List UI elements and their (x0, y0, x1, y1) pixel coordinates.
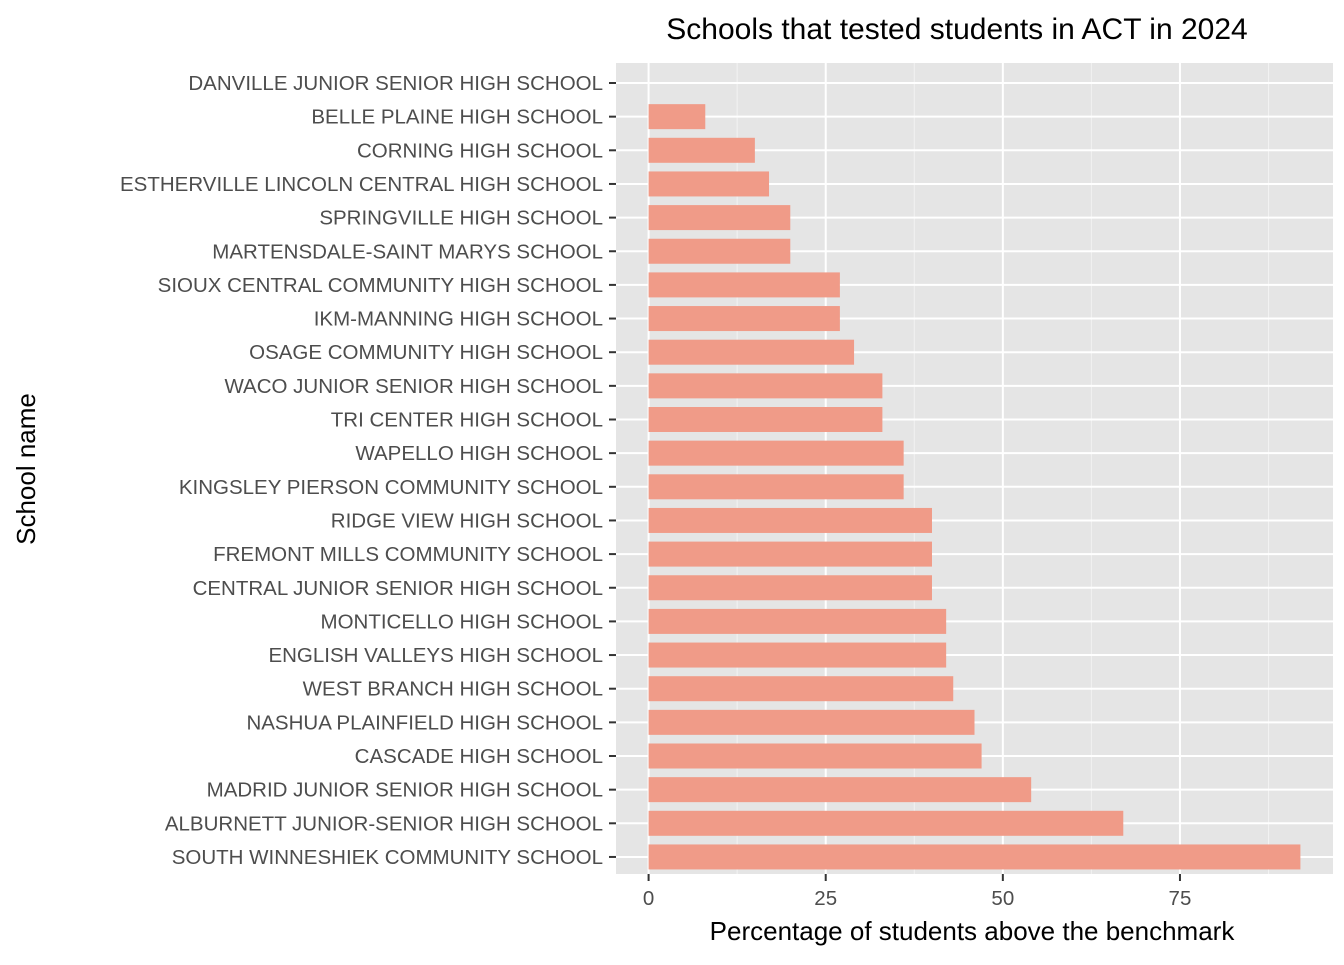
y-tick-label: MONTICELLO HIGH SCHOOL (321, 610, 604, 633)
x-tick-label: 75 (1169, 887, 1192, 910)
y-tick-label: SOUTH WINNESHIEK COMMUNITY SCHOOL (172, 846, 603, 869)
x-tick-label: 50 (991, 887, 1014, 910)
x-tick-label: 0 (643, 887, 654, 910)
x-axis-title: Percentage of students above the benchma… (710, 916, 1236, 946)
y-tick-label: SPRINGVILLE HIGH SCHOOL (319, 207, 603, 230)
bar (648, 608, 947, 634)
y-tick-label: CASCADE HIGH SCHOOL (355, 745, 603, 768)
grid-layer (616, 63, 1333, 874)
bar (648, 541, 932, 567)
y-tick-label: ENGLISH VALLEYS HIGH SCHOOL (268, 644, 603, 667)
y-tick-label: MADRID JUNIOR SENIOR HIGH SCHOOL (207, 779, 603, 802)
bar (648, 407, 883, 432)
y-tick-label: OSAGE COMMUNITY HIGH SCHOOL (249, 341, 603, 364)
y-tick-label: NASHUA PLAINFIELD HIGH SCHOOL (246, 711, 603, 734)
y-tick-label: MARTENSDALE-SAINT MARYS SCHOOL (212, 240, 603, 263)
bar (648, 810, 1124, 836)
y-tick-label: SIOUX CENTRAL COMMUNITY HIGH SCHOOL (158, 274, 603, 297)
bar (648, 373, 883, 399)
bar (648, 709, 975, 735)
y-tick-label: TRI CENTER HIGH SCHOOL (331, 409, 603, 432)
bar (648, 642, 947, 668)
y-tick-label: BELLE PLAINE HIGH SCHOOL (311, 106, 603, 129)
y-tick-label: WAPELLO HIGH SCHOOL (355, 442, 603, 465)
bar (648, 339, 855, 365)
bar (648, 440, 904, 466)
x-tick-label: 25 (814, 887, 837, 910)
bar (648, 777, 1032, 803)
y-tick-label: DANVILLE JUNIOR SENIOR HIGH SCHOOL (188, 72, 603, 95)
bar (648, 474, 904, 500)
y-axis-title: School name (11, 393, 41, 545)
bar (648, 575, 932, 601)
plot-panel (616, 63, 1333, 874)
y-tick-label: ESTHERVILLE LINCOLN CENTRAL HIGH SCHOOL (120, 173, 603, 196)
bar (648, 238, 791, 264)
y-tick-label: RIDGE VIEW HIGH SCHOOL (331, 509, 603, 532)
bar (648, 306, 840, 332)
y-tick-label: CORNING HIGH SCHOOL (357, 139, 603, 162)
y-tick-label: KINGSLEY PIERSON COMMUNITY SCHOOL (179, 476, 603, 499)
y-tick-label: ALBURNETT JUNIOR-SENIOR HIGH SCHOOL (165, 812, 603, 835)
bar (648, 743, 982, 769)
bar (648, 272, 840, 298)
bar (648, 205, 791, 231)
bar-layer (648, 104, 1301, 870)
y-tick-label: WEST BRANCH HIGH SCHOOL (303, 678, 603, 701)
bar (648, 171, 770, 197)
bar (648, 676, 954, 702)
y-tick-label: CENTRAL JUNIOR SENIOR HIGH SCHOOL (193, 577, 603, 600)
bar (648, 507, 932, 533)
y-tick-label: IKM-MANNING HIGH SCHOOL (314, 308, 603, 331)
chart-title: Schools that tested students in ACT in 2… (666, 13, 1247, 46)
bar (648, 137, 755, 163)
y-axis-ticks: DANVILLE JUNIOR SENIOR HIGH SCHOOL BELLE … (120, 72, 616, 869)
y-tick-label: FREMONT MILLS COMMUNITY SCHOOL (213, 543, 603, 566)
bar (648, 844, 1301, 870)
y-tick-label: WACO JUNIOR SENIOR HIGH SCHOOL (224, 375, 603, 398)
bar (648, 104, 706, 130)
x-axis-ticks: 0 25 50 75 (643, 874, 1191, 910)
